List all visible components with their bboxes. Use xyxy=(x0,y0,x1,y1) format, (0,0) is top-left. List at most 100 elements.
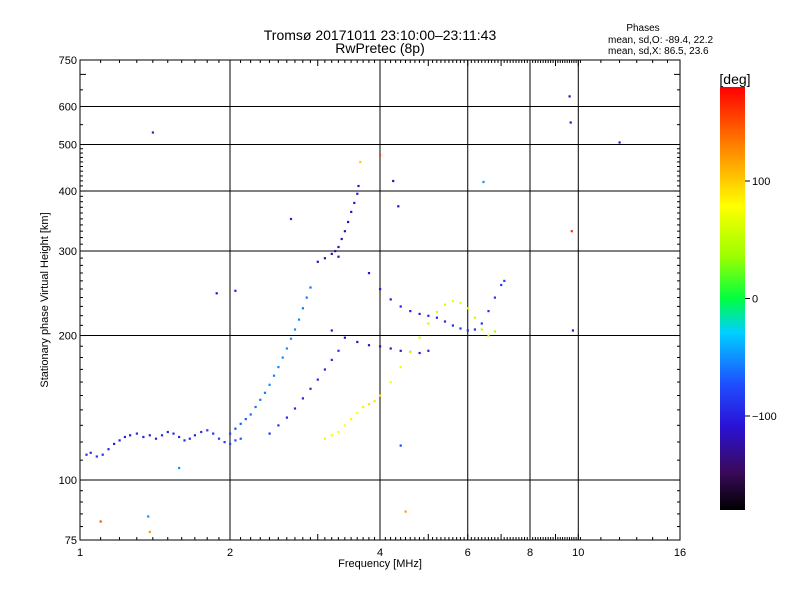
data-point xyxy=(135,432,138,435)
data-point xyxy=(389,298,392,301)
data-point xyxy=(343,336,346,339)
data-point xyxy=(212,432,215,435)
data-point xyxy=(356,340,359,344)
colorbar-tick-label: 100 xyxy=(752,176,770,188)
data-point xyxy=(340,237,343,241)
data-point xyxy=(254,405,257,409)
data-point xyxy=(178,435,181,439)
data-point xyxy=(367,344,371,347)
data-point xyxy=(316,260,319,263)
data-point xyxy=(172,432,175,435)
data-point xyxy=(379,154,382,157)
data-point xyxy=(123,435,126,439)
data-point xyxy=(571,329,574,332)
data-point xyxy=(193,434,196,437)
data-point xyxy=(289,217,293,221)
data-point xyxy=(356,411,359,415)
data-point xyxy=(353,201,356,204)
data-point xyxy=(281,356,284,359)
y-axis-label: Stationary phase Virtual Height [km] xyxy=(39,212,51,387)
data-point xyxy=(95,455,98,458)
x-tick-label: 8 xyxy=(527,547,533,559)
data-point xyxy=(234,439,237,442)
chart-title-block: Tromsø 20171011 23:10:00–23:11:43 RwPret… xyxy=(264,27,497,56)
data-point xyxy=(500,283,503,287)
data-point xyxy=(493,330,496,333)
data-point xyxy=(234,289,237,292)
data-point xyxy=(337,349,340,352)
data-point xyxy=(259,398,262,401)
data-point xyxy=(323,437,326,440)
x-tick-label: 6 xyxy=(465,547,471,559)
data-point xyxy=(239,422,242,425)
data-point xyxy=(85,453,88,456)
x-tick-label: 10 xyxy=(572,547,584,559)
data-point xyxy=(323,368,326,371)
phase-stats-x: mean, sd,X: 86.5, 23.6 xyxy=(608,46,709,57)
data-point xyxy=(147,515,150,518)
data-point xyxy=(480,328,483,331)
data-point xyxy=(350,418,353,421)
x-tick-label: 4 xyxy=(377,547,383,559)
data-point xyxy=(480,322,483,325)
data-point xyxy=(399,349,402,352)
data-point xyxy=(223,441,226,444)
data-point xyxy=(272,374,276,377)
data-point xyxy=(305,296,308,299)
phase-stats-heading: Phases xyxy=(626,23,659,34)
colorbar-ticks: 100 0 −100 xyxy=(745,176,777,423)
data-point xyxy=(487,310,490,313)
data-point xyxy=(443,320,447,323)
data-point xyxy=(293,328,297,331)
y-tick-label: 750 xyxy=(59,55,77,67)
data-point xyxy=(154,437,158,440)
data-point xyxy=(570,230,573,233)
y-tick-label: 100 xyxy=(59,475,77,487)
data-point xyxy=(217,437,221,440)
chart-title: Tromsø 20171011 23:10:00–23:11:43 xyxy=(264,27,497,43)
data-point xyxy=(482,180,485,184)
data-point xyxy=(373,400,376,403)
data-point xyxy=(99,520,102,523)
data-point xyxy=(101,453,104,456)
plot-frame xyxy=(79,59,681,541)
y-tick-label: 300 xyxy=(59,246,77,258)
colorbar-tick-label: 0 xyxy=(752,294,758,306)
data-point xyxy=(459,327,462,330)
data-point xyxy=(166,430,169,434)
data-point xyxy=(268,383,271,386)
data-point xyxy=(206,429,209,432)
data-point xyxy=(397,205,400,208)
data-point xyxy=(427,314,430,317)
y-tick-label: 400 xyxy=(59,186,77,198)
data-point xyxy=(451,324,454,327)
data-point xyxy=(427,349,430,352)
y-tick-label: 500 xyxy=(59,140,77,152)
data-point xyxy=(229,442,232,445)
x-tick-label: 1 xyxy=(77,547,83,559)
data-point xyxy=(188,437,191,440)
colorbar-label: [deg] xyxy=(719,71,750,87)
data-point xyxy=(493,296,496,299)
data-point xyxy=(379,345,382,348)
data-point xyxy=(367,403,371,406)
data-point xyxy=(178,466,181,470)
data-point xyxy=(160,434,164,437)
phase-stats: Phases mean, sd,O: -89.4, 22.2 mean, sd,… xyxy=(608,23,713,57)
data-points xyxy=(85,95,621,533)
chart-subtitle: RwPretec (8p) xyxy=(335,40,424,56)
data-point xyxy=(293,407,297,410)
data-point xyxy=(330,329,333,332)
data-point xyxy=(618,141,621,144)
data-point xyxy=(148,434,151,437)
data-point xyxy=(309,387,312,390)
data-point xyxy=(347,220,350,224)
data-point xyxy=(151,131,154,134)
y-tick-labels: 75 100 200 300 400 500 600 750 xyxy=(59,55,77,547)
data-point xyxy=(239,437,242,440)
data-point xyxy=(263,391,267,394)
data-point xyxy=(297,318,301,321)
data-point xyxy=(142,435,145,439)
data-point xyxy=(343,424,346,427)
data-point xyxy=(118,439,121,442)
